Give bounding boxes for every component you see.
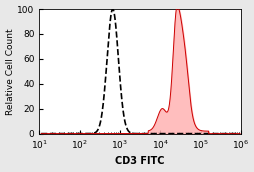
Y-axis label: Relative Cell Count: Relative Cell Count [6,28,14,115]
X-axis label: CD3 FITC: CD3 FITC [115,157,164,166]
